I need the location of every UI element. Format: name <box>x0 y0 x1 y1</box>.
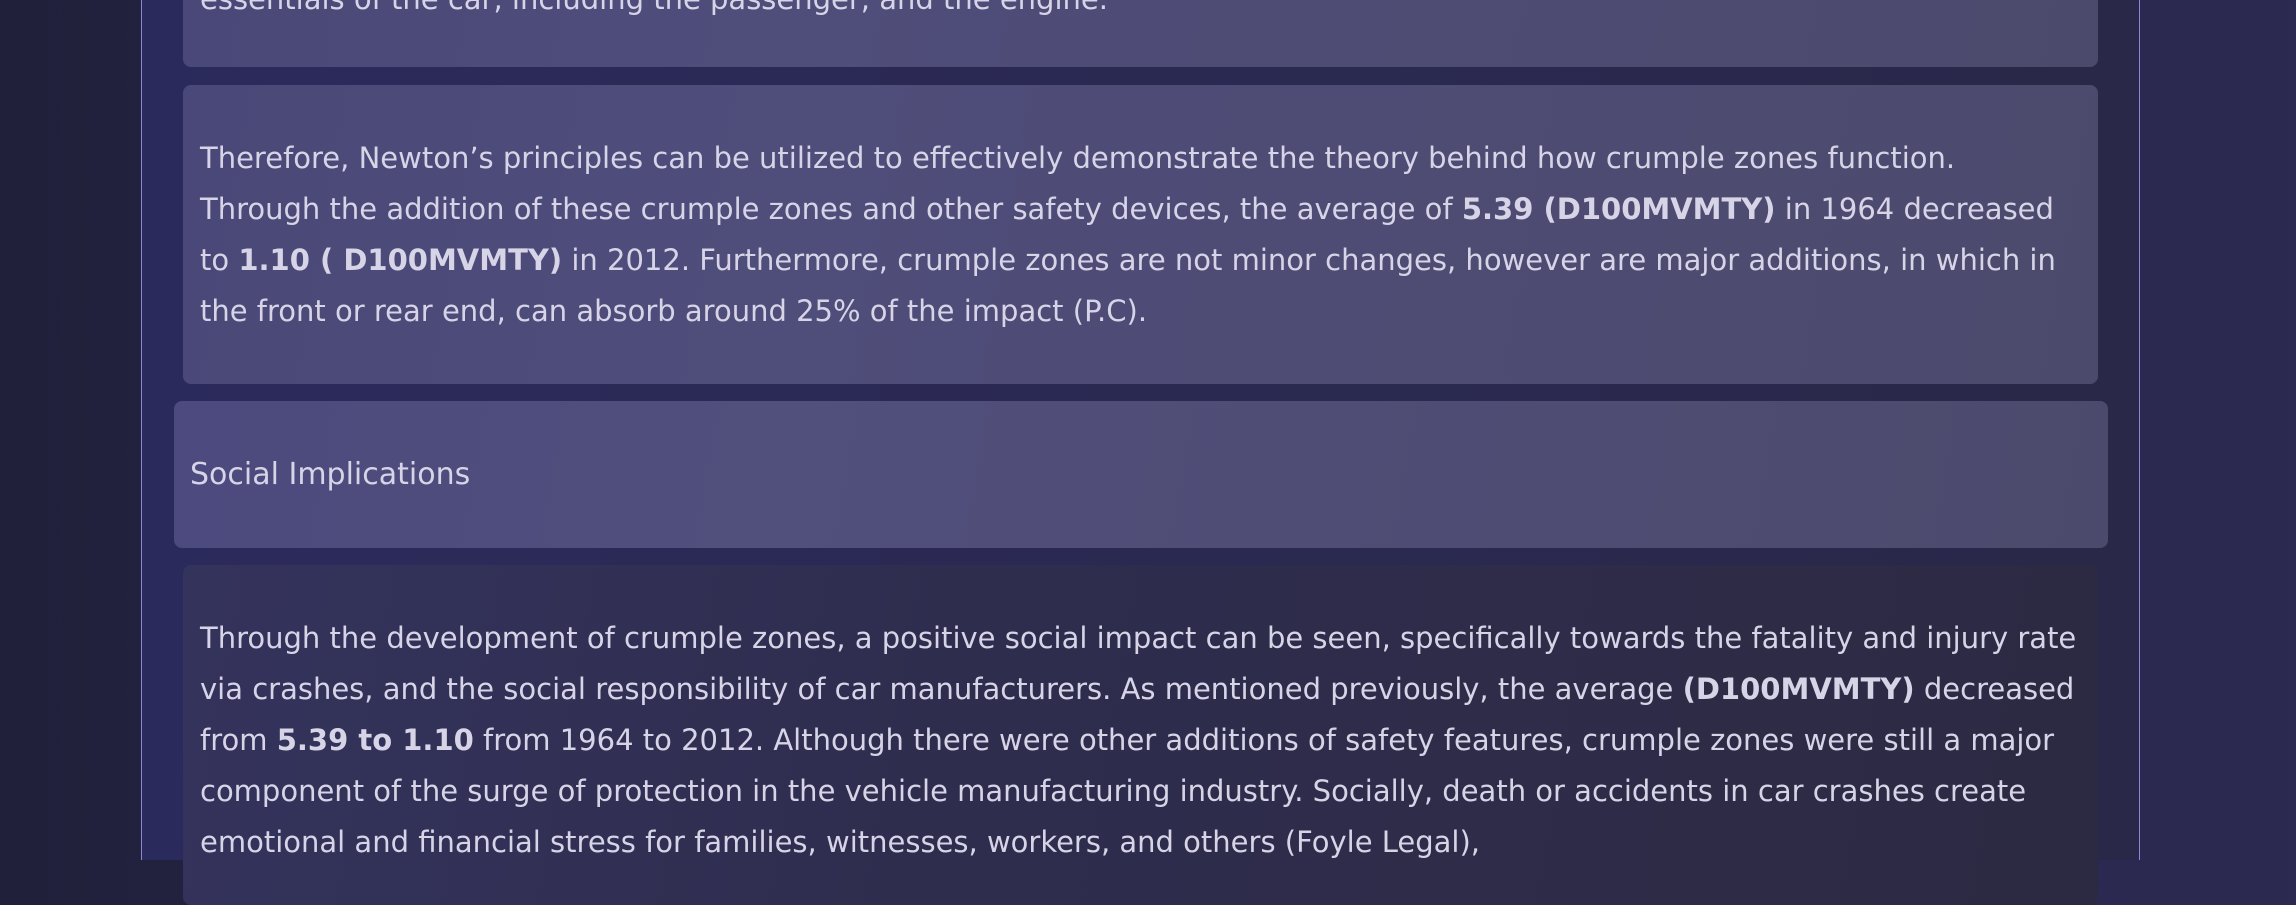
text-run: from 1964 to 2012. Although there were o… <box>200 723 2055 859</box>
bold-text: 5.39 to 1.10 <box>276 723 474 757</box>
section-title: Social Implications <box>190 457 471 492</box>
text-run: Through the development of crumple zones… <box>200 621 2077 706</box>
paragraph: Therefore, Newton’s principles can be ut… <box>183 85 2098 337</box>
text-card: essentials of the car, including the pas… <box>183 0 2098 67</box>
bold-text: 5.39 (D100MVMTY) <box>1461 192 1776 226</box>
content-frame: essentials of the car, including the pas… <box>141 0 2140 905</box>
bold-text: 1.10 ( D100MVMTY) <box>238 243 563 277</box>
text-run: decreased from <box>200 672 2075 757</box>
text-run: in 1964 decreased to <box>200 192 2054 277</box>
text-card: Therefore, Newton’s principles can be ut… <box>183 85 2098 384</box>
bold-text: (D100MVMTY) <box>1682 672 1915 706</box>
paragraph: Through the development of crumple zones… <box>183 565 2098 868</box>
text-run: essentials of the car, including the pas… <box>200 0 1108 16</box>
text-card: Through the development of crumple zones… <box>183 565 2098 905</box>
section-header: Social Implications <box>174 401 2108 548</box>
text-run: Therefore, Newton’s principles can be ut… <box>200 141 1956 226</box>
paragraph: essentials of the car, including the pas… <box>183 0 1125 25</box>
text-run: in 2012. Furthermore, crumple zones are … <box>200 243 2056 328</box>
